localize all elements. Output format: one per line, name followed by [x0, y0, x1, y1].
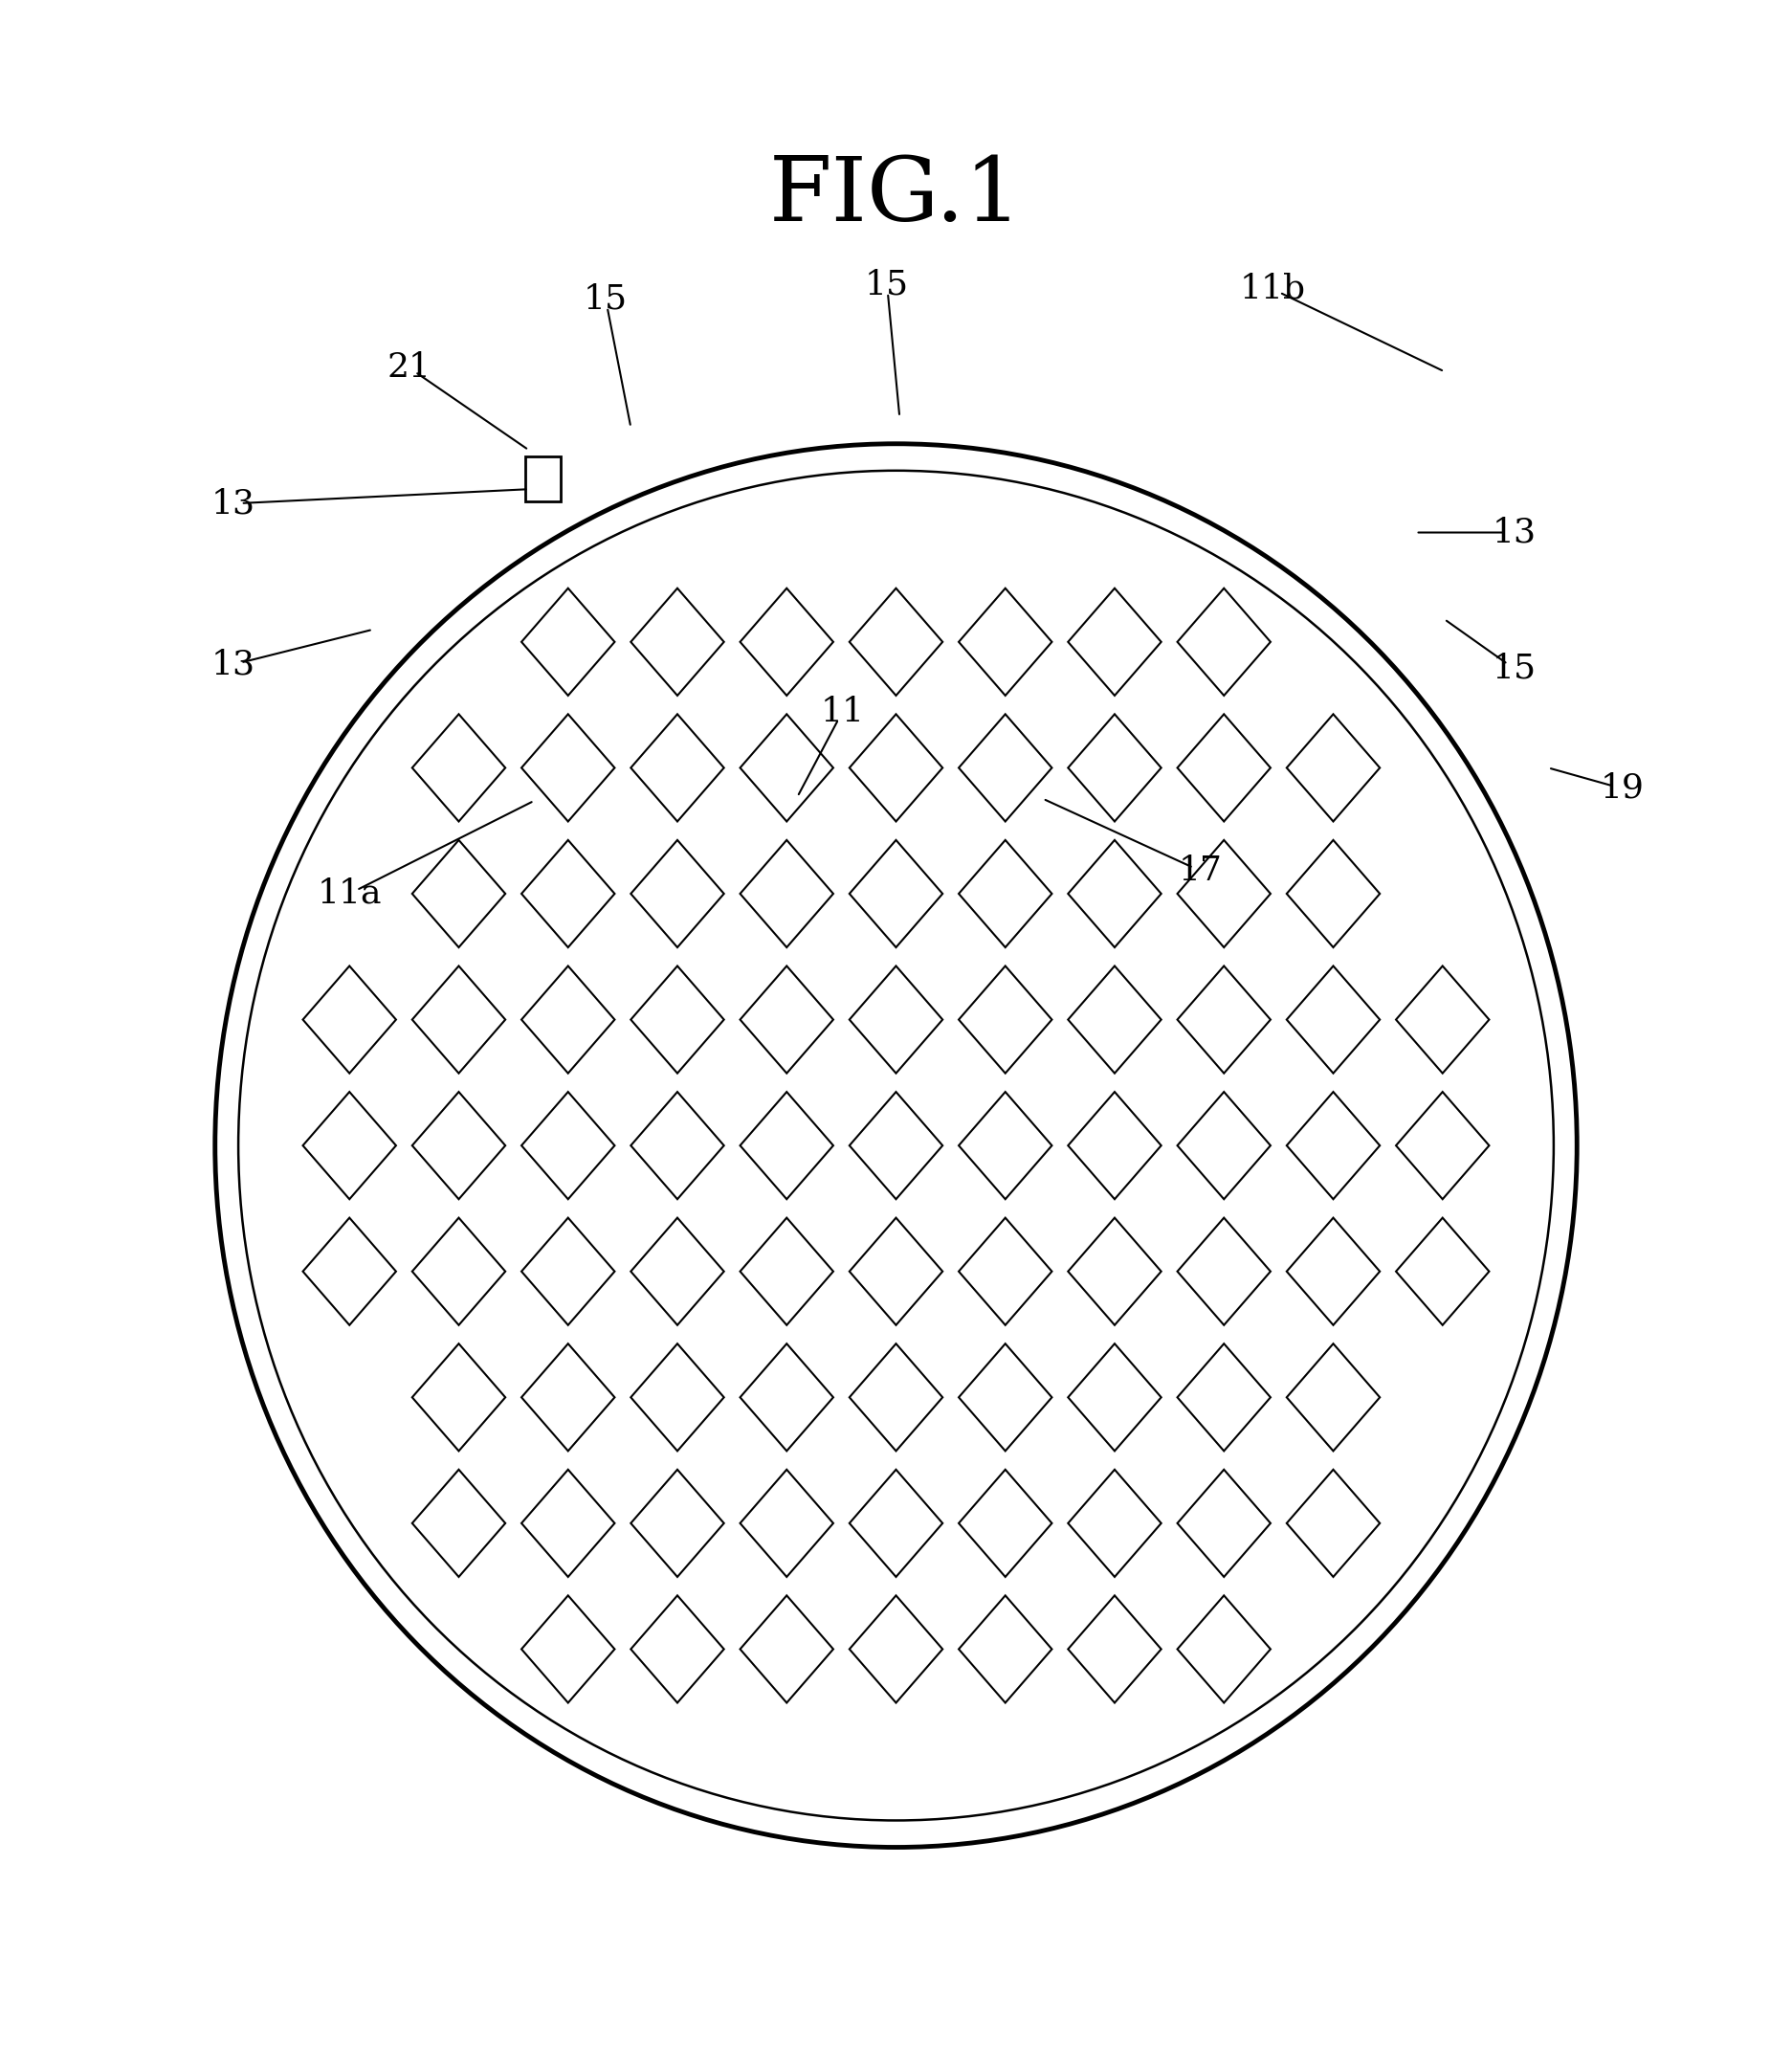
- Text: 19: 19: [1600, 772, 1643, 805]
- Text: 13: 13: [211, 648, 254, 681]
- Text: 13: 13: [211, 487, 254, 520]
- Text: 11b: 11b: [1240, 272, 1305, 305]
- Text: 15: 15: [1493, 652, 1536, 685]
- Text: 11a: 11a: [317, 877, 382, 910]
- Text: FIG.1: FIG.1: [769, 153, 1023, 239]
- Text: 15: 15: [866, 268, 909, 301]
- Text: 13: 13: [1493, 516, 1536, 549]
- Text: 15: 15: [584, 283, 627, 316]
- Text: 21: 21: [387, 351, 430, 384]
- Text: 11: 11: [821, 696, 864, 729]
- Text: 17: 17: [1179, 854, 1222, 888]
